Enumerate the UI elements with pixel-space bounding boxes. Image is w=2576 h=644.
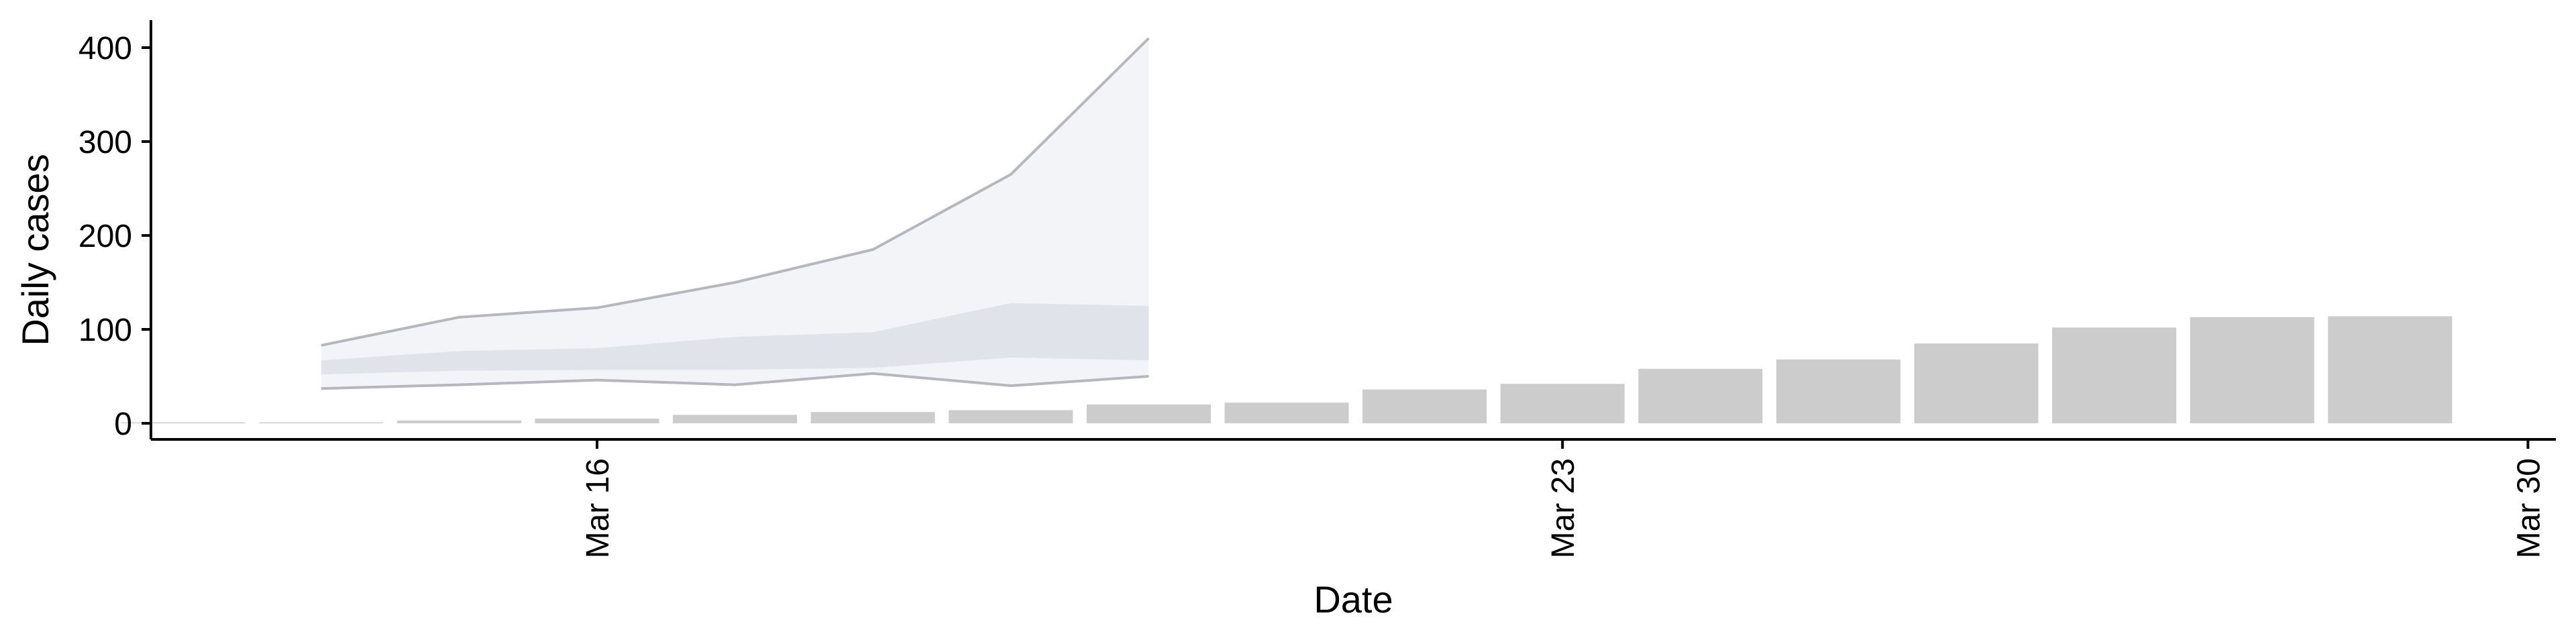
x-axis-title: Date: [1313, 578, 1393, 621]
bar-2020-03-29: [2328, 316, 2453, 423]
projection-inner-band: [321, 303, 1149, 375]
bar-2020-03-14: [259, 422, 384, 424]
bar-2020-03-15: [396, 420, 521, 423]
bar-2020-03-16: [535, 419, 659, 423]
x-tick-label: Mar 23: [1546, 458, 1581, 558]
projection-outer-band: [321, 38, 1149, 389]
y-ticks: 0 100 200 300 400: [78, 31, 151, 442]
x-tick-label: Mar 30: [2511, 458, 2546, 558]
y-axis-title: Daily cases: [14, 154, 56, 345]
y-tick-label: 0: [114, 407, 132, 442]
bar-2020-03-25: [1776, 359, 1900, 423]
projection-bands: [321, 37, 1150, 390]
bar-2020-03-23: [1500, 384, 1625, 423]
bar-2020-03-28: [2190, 317, 2314, 423]
projection-upper-line: [321, 37, 1150, 347]
bar-2020-03-13: [121, 422, 246, 424]
x-tick-label: Mar 16: [580, 458, 616, 558]
bar-2020-03-24: [1638, 368, 1763, 423]
axes: [150, 20, 2556, 441]
bar-2020-03-27: [2052, 327, 2177, 423]
y-tick-label: 100: [78, 313, 132, 348]
bar-2020-03-17: [673, 415, 798, 423]
y-tick-label: 300: [78, 125, 132, 160]
bar-2020-03-26: [1914, 343, 2039, 423]
bar-2020-03-20: [1086, 405, 1211, 423]
y-tick-label: 400: [78, 31, 132, 66]
projection-lower-line: [321, 372, 1149, 390]
bar-2020-03-19: [949, 410, 1073, 423]
bar-2020-03-18: [810, 412, 935, 423]
bar-2020-03-21: [1224, 402, 1349, 423]
x-ticks: Mar 16 Mar 23 Mar 30: [580, 439, 2546, 558]
bar-2020-03-22: [1362, 389, 1487, 423]
bars: [121, 316, 2453, 424]
y-tick-label: 200: [78, 219, 132, 254]
